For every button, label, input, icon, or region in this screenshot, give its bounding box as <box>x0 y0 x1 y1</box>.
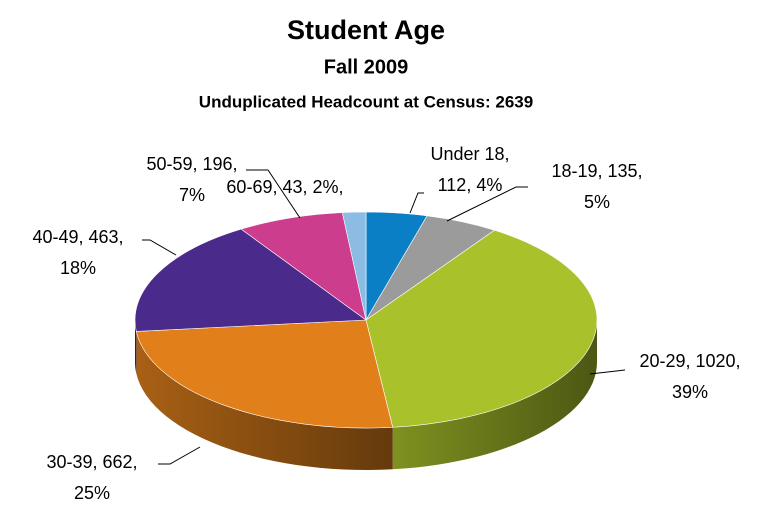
pie-tops <box>134 211 598 429</box>
chart-title: Student Age <box>287 15 445 45</box>
data-label: Under 18, 112, 4% <box>430 144 509 195</box>
label-part: 463 <box>89 227 119 247</box>
label-part: 43 <box>282 177 302 197</box>
data-label: 60-69, 43, 2%, <box>226 177 343 197</box>
data-label: 18-19, 135, 5% <box>551 161 642 212</box>
label-part: 60-69 <box>226 177 272 197</box>
leader-line <box>142 239 177 256</box>
label-part: 5% <box>584 192 610 212</box>
chart-subtitle: Fall 2009 <box>324 56 409 78</box>
label-part: 18-19 <box>551 161 597 181</box>
slice <box>240 212 367 321</box>
data-label: 50-59, 196, 7% <box>146 154 237 205</box>
label-part: 18% <box>60 258 96 278</box>
slice-side <box>136 331 393 470</box>
leader-line <box>246 169 301 219</box>
label-part: 196 <box>203 154 233 174</box>
label-part: 30-39 <box>46 452 92 472</box>
data-label: 30-39, 662, 25% <box>46 452 137 503</box>
data-label: 40-49, 463, 18% <box>32 227 123 278</box>
label-part: 25% <box>74 483 110 503</box>
label-part: 50-59 <box>146 154 192 174</box>
slice <box>365 229 598 428</box>
slice-side <box>135 320 137 374</box>
leader-line <box>158 446 201 465</box>
leader-line <box>409 192 424 214</box>
label-part: 39% <box>672 382 708 402</box>
slice-side <box>392 320 597 470</box>
data-labels: Under 18, 112, 4% 18-19, 135, 5% 20-29, 1020… <box>32 144 740 503</box>
leader-line <box>589 369 626 375</box>
label-part: 112 <box>438 175 467 195</box>
label-part: 135 <box>608 161 638 181</box>
label-part: Under 18 <box>430 144 504 164</box>
label-part: 662 <box>103 452 133 472</box>
label-part: 4% <box>476 175 502 195</box>
chart-subtitle: Unduplicated Headcount at Census: 2639 <box>199 92 533 111</box>
label-part: 7% <box>179 185 205 205</box>
data-label: 20-29, 1020, 39% <box>639 351 740 402</box>
slice <box>341 211 367 321</box>
pie-sides <box>135 320 597 470</box>
label-part: 20-29 <box>639 351 685 371</box>
label-part: 40-49 <box>32 227 78 247</box>
slice <box>134 228 367 332</box>
label-part: 1020 <box>696 351 736 371</box>
label-part: 2% <box>313 177 339 197</box>
slice <box>135 319 394 429</box>
leader-line <box>446 186 528 222</box>
